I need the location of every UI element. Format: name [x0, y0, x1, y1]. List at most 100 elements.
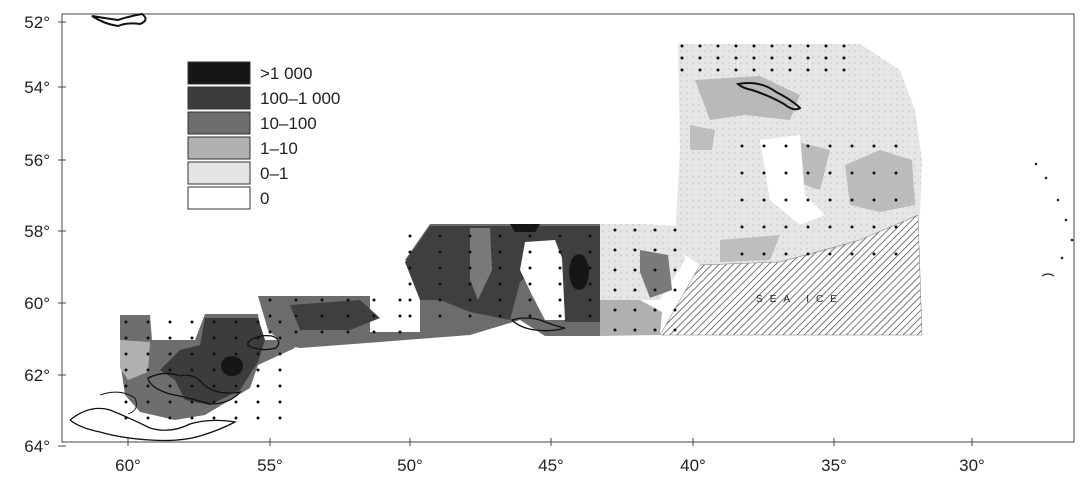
station-dot — [824, 44, 828, 48]
station-dot — [146, 384, 150, 388]
station-dot — [842, 56, 846, 60]
station-dot — [806, 252, 810, 256]
station-dot — [278, 352, 282, 356]
station-dot — [408, 234, 412, 238]
station-dot — [558, 250, 562, 254]
station-dot — [124, 352, 128, 356]
station-dot — [673, 288, 677, 292]
station-dot — [190, 336, 194, 340]
station-dot — [268, 330, 272, 334]
station-dot — [740, 252, 744, 256]
station-dot — [734, 44, 738, 48]
station-dot — [234, 352, 238, 356]
station-dot — [784, 144, 788, 148]
station-dot — [528, 298, 532, 302]
region-gt-1000-mid-b — [569, 254, 589, 290]
falkland-outline — [91, 12, 147, 28]
region-100-1000-west — [160, 318, 265, 405]
station-dot — [653, 328, 657, 332]
station-dot — [894, 144, 898, 148]
legend-label: >1 000 — [260, 64, 312, 83]
station-dot — [770, 56, 774, 60]
station-dot — [894, 252, 898, 256]
station-dot — [716, 44, 720, 48]
y-tick-label: 56° — [24, 151, 50, 170]
region-gt-1000-mid-a — [510, 224, 540, 232]
station-dot — [740, 198, 744, 202]
station-dot — [806, 198, 810, 202]
station-dot — [438, 250, 442, 254]
y-tick-label: 54° — [24, 78, 50, 97]
antarctic-peninsula-outline — [69, 407, 238, 442]
station-dot — [124, 416, 128, 420]
station-dot — [716, 68, 720, 72]
x-tick-label: 55° — [257, 456, 283, 475]
legend-swatch — [187, 86, 251, 110]
station-dot — [190, 400, 194, 404]
station-dot — [633, 288, 637, 292]
station-dot — [168, 368, 172, 372]
station-dot — [168, 416, 172, 420]
station-dot — [588, 282, 592, 286]
station-dot — [438, 234, 442, 238]
station-dot — [256, 368, 260, 372]
station-dot — [828, 171, 832, 175]
station-dot — [168, 320, 172, 324]
station-dot — [498, 250, 502, 254]
mid-island-outline — [510, 317, 566, 332]
station-dot — [653, 288, 657, 292]
legend-label: 10–100 — [260, 114, 317, 133]
station-dot — [653, 228, 657, 232]
station-dot — [468, 298, 472, 302]
station-dot — [588, 266, 592, 270]
station-dot — [673, 268, 677, 272]
station-dot — [828, 225, 832, 229]
station-dot — [653, 268, 657, 272]
station-dot — [770, 44, 774, 48]
station-dot — [278, 384, 282, 388]
station-dot — [438, 298, 442, 302]
station-dot — [673, 248, 677, 252]
station-dot — [762, 225, 766, 229]
station-dot — [850, 198, 854, 202]
station-dot — [828, 198, 832, 202]
station-dots — [124, 44, 898, 420]
legend: >1 000 100–1 000 10–100 1–10 0–1 0 — [187, 61, 340, 210]
station-dot — [146, 336, 150, 340]
station-dot — [633, 248, 637, 252]
station-dot — [528, 314, 532, 318]
station-dot — [850, 252, 854, 256]
station-dot — [438, 266, 442, 270]
station-dot — [588, 314, 592, 318]
station-dot — [212, 400, 216, 404]
y-tick-label: 60° — [24, 294, 50, 313]
station-dot — [558, 282, 562, 286]
station-dot — [673, 308, 677, 312]
station-dot — [398, 314, 402, 318]
station-dot — [278, 368, 282, 372]
sea-ice-region — [659, 214, 923, 336]
station-dot — [762, 252, 766, 256]
station-dot — [698, 44, 702, 48]
station-dot — [824, 68, 828, 72]
station-dot — [346, 298, 350, 302]
station-dot — [256, 352, 260, 356]
station-dot — [528, 250, 532, 254]
station-dot — [146, 416, 150, 420]
station-dot — [673, 228, 677, 232]
station-dot — [234, 368, 238, 372]
station-dot — [212, 352, 216, 356]
station-dot — [294, 330, 298, 334]
station-dot — [850, 144, 854, 148]
region-0-mid-bay — [520, 240, 565, 320]
station-dot — [398, 298, 402, 302]
station-dot — [372, 314, 376, 318]
station-dot — [294, 314, 298, 318]
x-tick-label: 35° — [821, 456, 847, 475]
station-dot — [168, 336, 172, 340]
station-dot — [716, 56, 720, 60]
station-dot — [124, 368, 128, 372]
station-dot — [558, 266, 562, 270]
